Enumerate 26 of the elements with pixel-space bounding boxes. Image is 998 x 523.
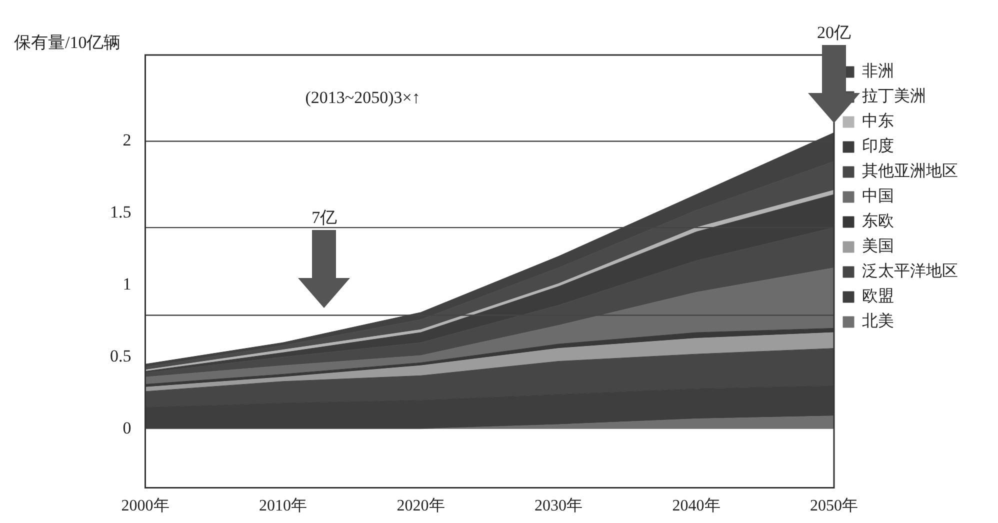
y-axis-title: 保有量/10亿辆 [14,32,121,52]
legend-label: 非洲 [862,62,894,80]
legend-label: 东欧 [862,212,894,230]
legend-label: 美国 [862,237,894,256]
x-tick-label: 2020年 [396,498,445,515]
text: 20亿 [817,22,851,44]
x-tick-label: 2040年 [672,498,720,515]
y-tick-label: 2 [122,130,132,150]
x-tick-label: 2030年 [534,498,582,515]
annotation: 7亿 [312,207,338,229]
legend-label: 中国 [862,187,894,206]
x-tick-label: 2000年 [121,498,170,515]
legend-label: 欧盟 [862,288,894,306]
y-tick-label: 1 [122,274,132,294]
annotation: (2013~2050)3×↑ [305,88,420,107]
y-tick-label: 0 [122,418,132,438]
legend-label: 中东 [862,112,894,130]
x-tick-label: 2050年 [810,498,858,515]
legend-label: 泛太平洋地区 [862,262,958,280]
legend-label: 北美 [862,312,894,330]
legend-label: 其他亚洲地区 [862,162,958,180]
y-tick-label: 0.5 [110,346,132,366]
y-tick-label: 1.5 [110,202,132,222]
legend-label: 拉丁美洲 [862,87,926,106]
legend-label: 印度 [862,137,894,156]
x-tick-label: 2010年 [259,498,307,515]
